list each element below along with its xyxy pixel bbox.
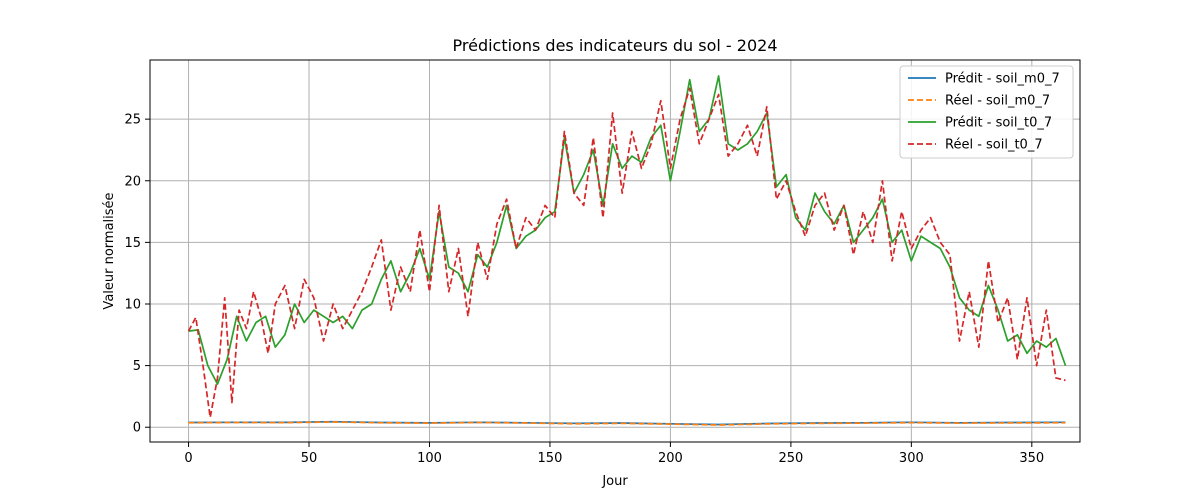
x-axis-title: Jour — [601, 474, 628, 489]
y-axis-title: Valeur normalisée — [102, 192, 117, 309]
x-tick-label: 300 — [899, 451, 924, 466]
y-tick-label: 25 — [124, 113, 141, 128]
plot-frame — [149, 59, 1081, 443]
x-tick-label: 150 — [538, 451, 563, 466]
legend-label-3: Réel - soil_t0_7 — [945, 138, 1043, 153]
axis-ticks: 0 50 100 150 200 250 300 350 0 5 10 15 20 25 — [124, 113, 1044, 466]
legend: Prédit - soil_m0_7 Réel - soil_m0_7 Prédit… — [899, 65, 1074, 159]
y-tick-label: 5 — [133, 359, 141, 374]
x-tick-label: 0 — [184, 451, 192, 466]
series-line-3 — [187, 87, 1066, 419]
legend-label-0: Prédit - soil_m0_7 — [945, 72, 1060, 87]
y-tick-label: 0 — [133, 421, 141, 436]
x-tick-label: 200 — [658, 451, 683, 466]
y-tick-label: 20 — [124, 174, 141, 189]
legend-label-1: Réel - soil_m0_7 — [945, 94, 1050, 109]
x-tick-label: 50 — [301, 451, 318, 466]
legend-label-2: Prédit - soil_t0_7 — [945, 116, 1052, 131]
y-tick-label: 10 — [124, 297, 141, 312]
x-tick-label: 350 — [1019, 451, 1044, 466]
series-layer — [187, 75, 1067, 426]
chart-title: Prédictions des indicateurs du sol - 202… — [453, 36, 778, 55]
x-tick-label: 100 — [417, 451, 442, 466]
y-tick-label: 15 — [124, 236, 141, 251]
series-line-1 — [188, 421, 1066, 426]
series-line-2 — [188, 75, 1067, 385]
legend-box — [899, 65, 1074, 159]
x-tick-label: 250 — [778, 451, 803, 466]
